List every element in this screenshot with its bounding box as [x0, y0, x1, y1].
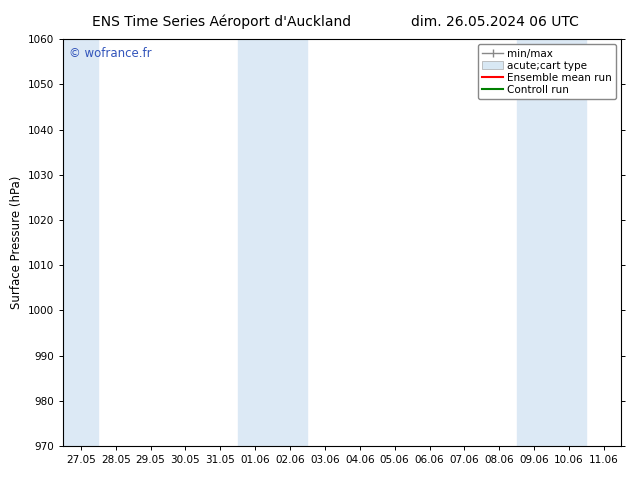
Text: © wofrance.fr: © wofrance.fr: [69, 48, 152, 60]
Text: dim. 26.05.2024 06 UTC: dim. 26.05.2024 06 UTC: [411, 15, 578, 29]
Bar: [517, 39, 586, 446]
Y-axis label: Surface Pressure (hPa): Surface Pressure (hPa): [10, 176, 23, 309]
Bar: [238, 39, 307, 446]
Text: ENS Time Series Aéroport d'Auckland: ENS Time Series Aéroport d'Auckland: [93, 15, 351, 29]
Bar: [63, 39, 98, 446]
Legend: min/max, acute;cart type, Ensemble mean run, Controll run: min/max, acute;cart type, Ensemble mean …: [478, 45, 616, 99]
